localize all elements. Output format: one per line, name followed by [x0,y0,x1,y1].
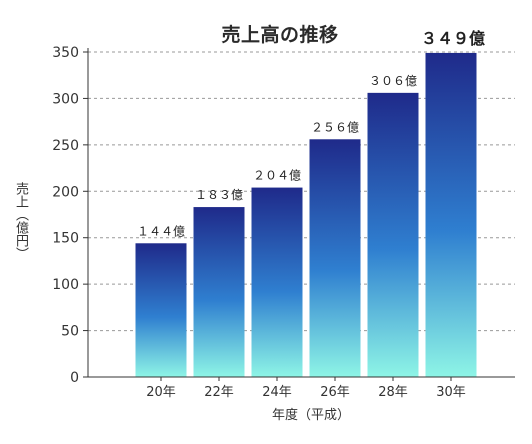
x-tick-label: 30年 [436,385,466,400]
bars-group [135,52,477,378]
y-tick-label: 250 [52,138,79,154]
x-tick-label: 24年 [262,385,292,400]
axes [83,48,515,381]
data-label: ３０６億 [369,74,417,88]
x-tick-label: 22年 [204,385,234,400]
data-label: １８３億 [195,188,243,202]
y-tick-label: 350 [52,45,79,61]
data-label: ２５６億 [311,120,359,134]
bar [309,139,361,377]
page-title: 売上高の推移 [221,24,339,46]
x-tick-label: 28年 [378,385,408,400]
bar [193,207,245,377]
x-tick-label: 20年 [146,385,176,400]
y-tick-label: 200 [52,184,79,200]
y-tick-label: 300 [52,91,79,107]
y-axis-label: 売上（億円） [13,182,28,260]
data-label: ３４９億 [421,29,485,48]
y-tick-label: 100 [52,277,79,293]
bar [135,243,187,377]
x-tick-label: 26年 [320,385,350,400]
bar [251,187,303,377]
y-tick-label: 50 [61,324,79,340]
labels-group: 0 50 100 150 200 250 300 350 １４４億 20年 １８３億 22年 ２０４億 2… [52,29,485,400]
y-tick-label: 0 [70,370,79,386]
bar [425,52,477,378]
data-label: ２０４億 [253,169,301,183]
x-axis-label: 年度（平成） [271,408,350,423]
bar [367,92,419,377]
y-tick-label: 150 [52,231,79,247]
data-label: １４４億 [137,224,185,238]
